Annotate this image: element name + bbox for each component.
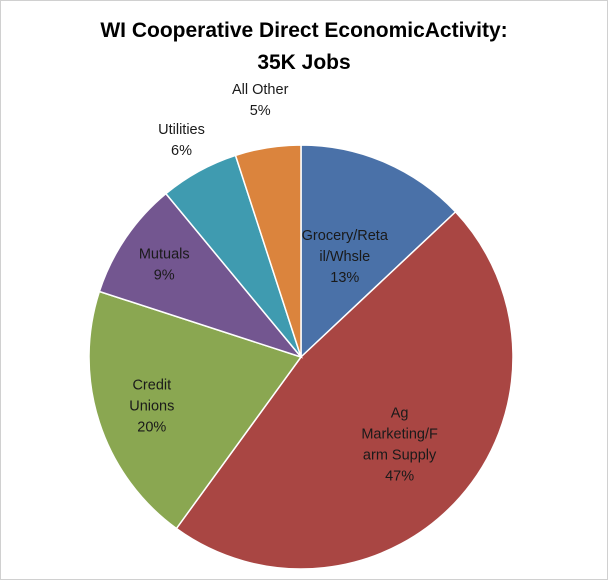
chart-title-line-2: 35K Jobs xyxy=(257,51,351,74)
pie-slice-label-line: arm Supply xyxy=(363,447,437,463)
pie-slice-label-line: 13% xyxy=(330,270,359,286)
pie-slice-label-4: Mutuals 9% xyxy=(139,247,190,284)
pie-slice-label-line: Grocery/Reta xyxy=(302,228,389,244)
pie-slice-label-line: 9% xyxy=(154,268,175,284)
pie-slice-label-line: 6% xyxy=(171,143,192,159)
chart-title: WI Cooperative Direct EconomicActivity: … xyxy=(1,15,607,79)
pie-slice-label-line: Utilities xyxy=(158,122,205,138)
pie-slice-6 xyxy=(234,144,302,358)
pie-slice-label-line: Mutuals xyxy=(139,247,190,263)
pie-slice-3 xyxy=(88,290,303,530)
pie-slice-label-3: Credit Unions 20% xyxy=(129,377,174,435)
pie-slice-label-line: Marketing/F xyxy=(361,426,438,442)
pie-slice-1 xyxy=(300,144,457,359)
pie-slice-2 xyxy=(175,210,514,570)
pie-slice-label-1: Grocery/Reta il/Whsle 13% xyxy=(302,228,389,286)
pie-slice-label-5: Utilities 6% xyxy=(158,122,205,159)
pie-slice-label-line: 5% xyxy=(250,103,271,119)
pie-slice-label-line: 20% xyxy=(137,419,166,435)
pie-slice-label-6: All Other 5% xyxy=(232,82,289,119)
pie-slice-label-line: Unions xyxy=(129,398,174,414)
pie-slice-label-line: All Other xyxy=(232,82,289,98)
pie-slice-label-line: 47% xyxy=(385,468,414,484)
pie-slice-4 xyxy=(98,192,304,359)
pie-slice-label-2: Ag Marketing/F arm Supply 47% xyxy=(361,405,438,484)
pie-slice-label-line: il/Whsle xyxy=(319,249,370,265)
pie-slice-label-line: Ag xyxy=(391,405,409,421)
pie-slice-label-line: Credit xyxy=(132,377,171,393)
chart-title-line-1: WI Cooperative Direct EconomicActivity: xyxy=(100,19,508,42)
